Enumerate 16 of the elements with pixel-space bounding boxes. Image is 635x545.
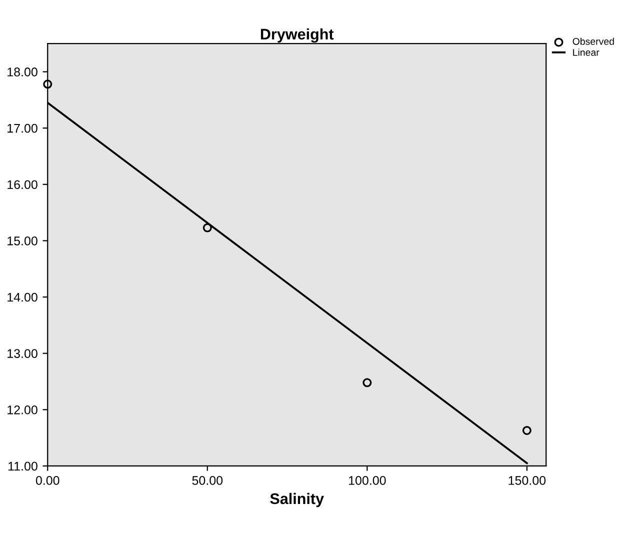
y-tick-label: 17.00 (8, 124, 38, 133)
x-tick-label: 100.00 (349, 476, 386, 485)
y-tick-label: 11.00 (8, 462, 38, 471)
x-tick-label: 50.00 (192, 476, 223, 485)
legend-label: Observed (572, 38, 614, 45)
y-tick-label: 12.00 (8, 405, 38, 414)
y-tick-label: 14.00 (8, 292, 38, 302)
y-tick-label: 18.00 (8, 68, 38, 76)
y-tick-label: 13.00 (8, 349, 38, 358)
y-tick-label: 15.00 (8, 236, 38, 246)
legend-label: Linear (573, 48, 600, 56)
x-tick-label: 150.00 (508, 476, 546, 485)
x-axis-title: Salinity (270, 492, 324, 508)
x-tick-label: 0.00 (36, 476, 60, 485)
chart-title: Dryweight (260, 28, 334, 43)
y-tick-label: 16.00 (8, 180, 38, 190)
